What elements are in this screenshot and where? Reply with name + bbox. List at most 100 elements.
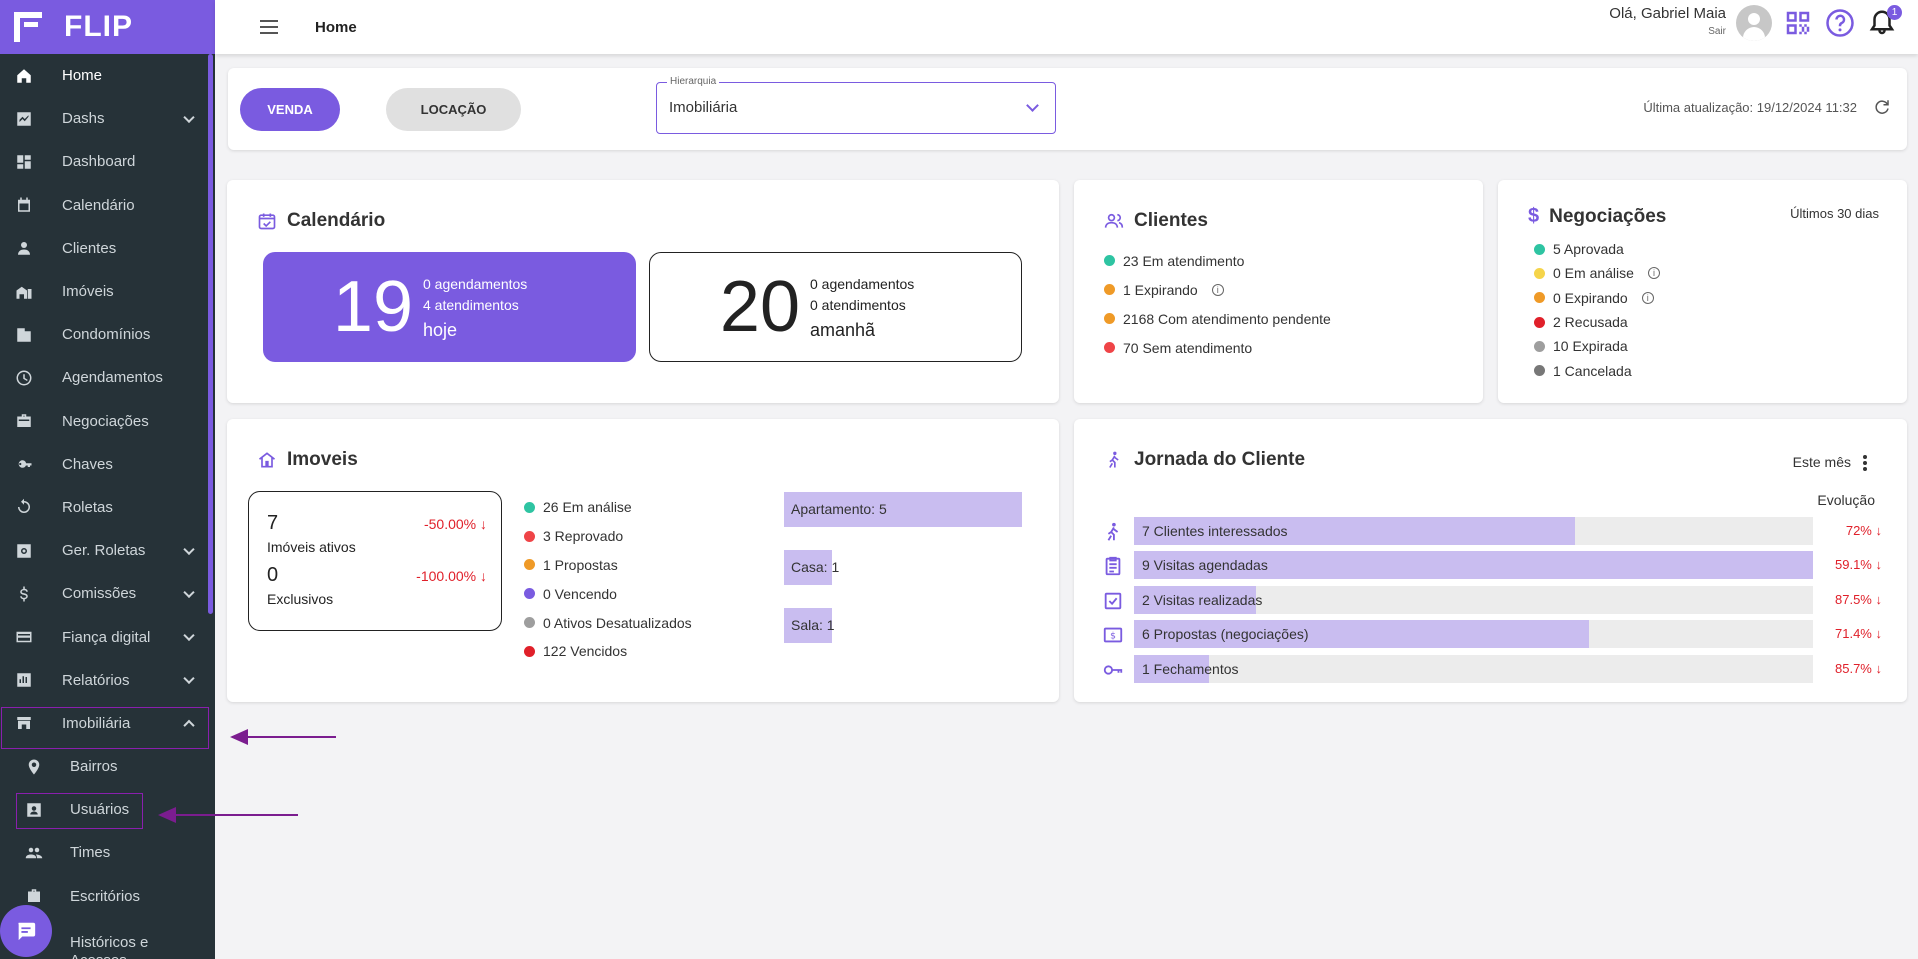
properties-status-list: 26 Em análise 3 Reprovado 1 Propostas 0 Ven… — [524, 493, 692, 666]
walker-icon — [1109, 451, 1119, 468]
sidebar-item-label: Comissões — [62, 585, 137, 603]
sidebar-item-escritorios[interactable]: Escritórios — [0, 875, 215, 918]
bar-label: Casa: 1 — [791, 559, 840, 575]
journey-bar-track: 1 Fechamentos — [1134, 654, 1813, 683]
sidebar-item-bairros[interactable]: Bairros — [0, 745, 215, 788]
sidebar-item-label: Agendamentos — [62, 369, 163, 387]
sidebar-item-comissoes[interactable]: Comissões — [0, 572, 215, 615]
condo-icon — [14, 325, 34, 345]
list-item: 0 Expirando i — [1534, 286, 1660, 310]
notifications-button[interactable]: 1 — [1866, 5, 1902, 39]
properties-title: Imoveis — [257, 449, 358, 471]
more-options-icon[interactable] — [1863, 455, 1867, 473]
sidebar-item-condominios[interactable]: Condomínios — [0, 313, 215, 356]
list-item-label: 10 Expirada — [1553, 338, 1628, 355]
chevron-down-icon — [1026, 99, 1039, 112]
list-item: 0 Vencendo — [524, 579, 692, 608]
check-box-icon — [1102, 590, 1124, 612]
journey-bar-label: 2 Visitas realizadas — [1142, 591, 1263, 608]
journey-bar-label: 9 Visitas agendadas — [1142, 557, 1268, 574]
sidebar-item-label: Bairros — [70, 758, 118, 776]
chevron-down-icon[interactable] — [183, 629, 195, 642]
today-box[interactable]: 19 0 agendamentos 4 atendimentos hoje — [263, 252, 636, 362]
list-item: 10 Expirada — [1534, 334, 1660, 358]
venda-button[interactable]: VENDA — [240, 88, 340, 131]
sidebar-item-dashs[interactable]: Dashs — [0, 97, 215, 140]
negotiations-title-text: Negociações — [1549, 205, 1667, 227]
hierarchy-select[interactable]: Hierarquia Imobiliária — [656, 76, 1056, 134]
tomorrow-box[interactable]: 20 0 agendamentos 0 atendimentos amanhã — [649, 252, 1022, 362]
sidebar-item-label: Chaves — [62, 455, 113, 473]
list-item: 1 Expirando i — [1104, 275, 1331, 304]
sidebar-item-fianca-digital[interactable]: Fiança digital — [0, 615, 215, 658]
sidebar-item-chaves[interactable]: Chaves — [0, 443, 215, 486]
sidebar-scrollbar[interactable] — [208, 54, 213, 614]
sidebar-item-roletas[interactable]: Roletas — [0, 486, 215, 529]
calendar-card: Calendário 19 0 agendamentos 4 atendimen… — [227, 180, 1059, 403]
brand[interactable]: FLIP — [0, 0, 215, 54]
journey-period[interactable]: Este mês — [1792, 454, 1851, 470]
properties-types: Apartamento: 5 Casa: 1 Sala: 1 — [784, 492, 1022, 666]
journey-bar-label: 1 Fechamentos — [1142, 660, 1239, 677]
sidebar-item-usuarios[interactable]: Usuários — [0, 788, 215, 831]
refresh-icon[interactable] — [1873, 98, 1891, 116]
chevron-down-icon[interactable] — [183, 586, 195, 598]
greeting-text: Olá, Gabriel Maia — [1609, 5, 1726, 22]
sidebar-item-ger-roletas[interactable]: Ger. Roletas — [0, 529, 215, 572]
list-item-label: 2 Recusada — [1553, 314, 1628, 331]
sidebar-item-home[interactable]: Home — [0, 54, 215, 97]
chevron-down-icon[interactable] — [183, 672, 195, 685]
list-item-label: 1 Cancelada — [1553, 362, 1632, 379]
sidebar-item-label: Usuários — [70, 801, 130, 819]
list-item: 3 Reprovado — [524, 522, 692, 551]
last-update: Última atualização: 19/12/2024 11:32 — [1643, 100, 1857, 115]
today-appointments: 0 agendamentos — [423, 275, 528, 292]
flip-logo-icon — [10, 8, 48, 46]
dashboard-icon — [14, 152, 34, 172]
sidebar-item-negociacoes[interactable]: Negociações — [0, 400, 215, 443]
sidebar-item-agendamentos[interactable]: Agendamentos — [0, 356, 215, 399]
status-dot-icon — [524, 588, 535, 600]
avatar[interactable] — [1736, 5, 1772, 41]
sidebar: FLIP Home Dashs Dashboard Calendário Cliente… — [0, 0, 215, 959]
list-item: 1 Propostas — [524, 551, 692, 580]
sidebar-item-clientes[interactable]: Clientes — [0, 227, 215, 270]
chat-button[interactable] — [0, 905, 52, 957]
property-type-bar: Casa: 1 — [784, 550, 1022, 585]
calendar-check-icon — [258, 213, 276, 230]
journey-row: 1 Fechamentos 85.7% ↓ — [1102, 654, 1882, 683]
status-dot-icon — [524, 559, 535, 571]
info-icon[interactable]: i — [1641, 291, 1654, 304]
exclusive-label: Exclusivos — [267, 591, 334, 607]
sidebar-item-label: Escritórios — [70, 887, 141, 905]
list-item: 5 Aprovada — [1534, 237, 1660, 261]
help-button[interactable] — [1824, 7, 1856, 39]
today-label: hoje — [423, 319, 458, 340]
sidebar-item-imobiliaria[interactable]: Imobiliária — [0, 702, 215, 745]
list-item: 0 Em análise i — [1534, 261, 1660, 285]
key-icon — [14, 454, 34, 474]
chevron-down-icon[interactable] — [183, 111, 195, 123]
menu-icon[interactable] — [260, 20, 278, 34]
sidebar-item-label: Condomínios — [62, 326, 151, 344]
sidebar-item-times[interactable]: Times — [0, 831, 215, 874]
sidebar-item-imoveis[interactable]: Imóveis — [0, 270, 215, 313]
status-dot-icon — [1534, 340, 1545, 352]
sidebar-item-dashboard[interactable]: Dashboard — [0, 140, 215, 183]
info-icon[interactable]: i — [1211, 283, 1224, 296]
info-icon[interactable]: i — [1647, 267, 1660, 280]
qr-code-button[interactable] — [1782, 7, 1814, 39]
list-item-label: 1 Propostas — [543, 556, 618, 573]
locacao-button[interactable]: LOCAÇÃO — [386, 88, 521, 131]
chevron-down-icon[interactable] — [183, 543, 195, 555]
sidebar-item-label: Negociações — [62, 412, 149, 430]
logout-link[interactable]: Sair — [1708, 26, 1726, 37]
journey-evolution: 71.4% ↓ — [1835, 626, 1882, 642]
settings-box-icon — [14, 541, 34, 561]
list-item-label: 0 Expirando — [1553, 289, 1628, 306]
status-dot-icon — [1104, 313, 1115, 324]
sidebar-item-calendario[interactable]: Calendário — [0, 184, 215, 227]
sidebar-item-relatorios[interactable]: Relatórios — [0, 659, 215, 702]
hierarchy-value: Imobiliária — [669, 99, 738, 116]
journey-bar-fill — [1134, 551, 1813, 580]
